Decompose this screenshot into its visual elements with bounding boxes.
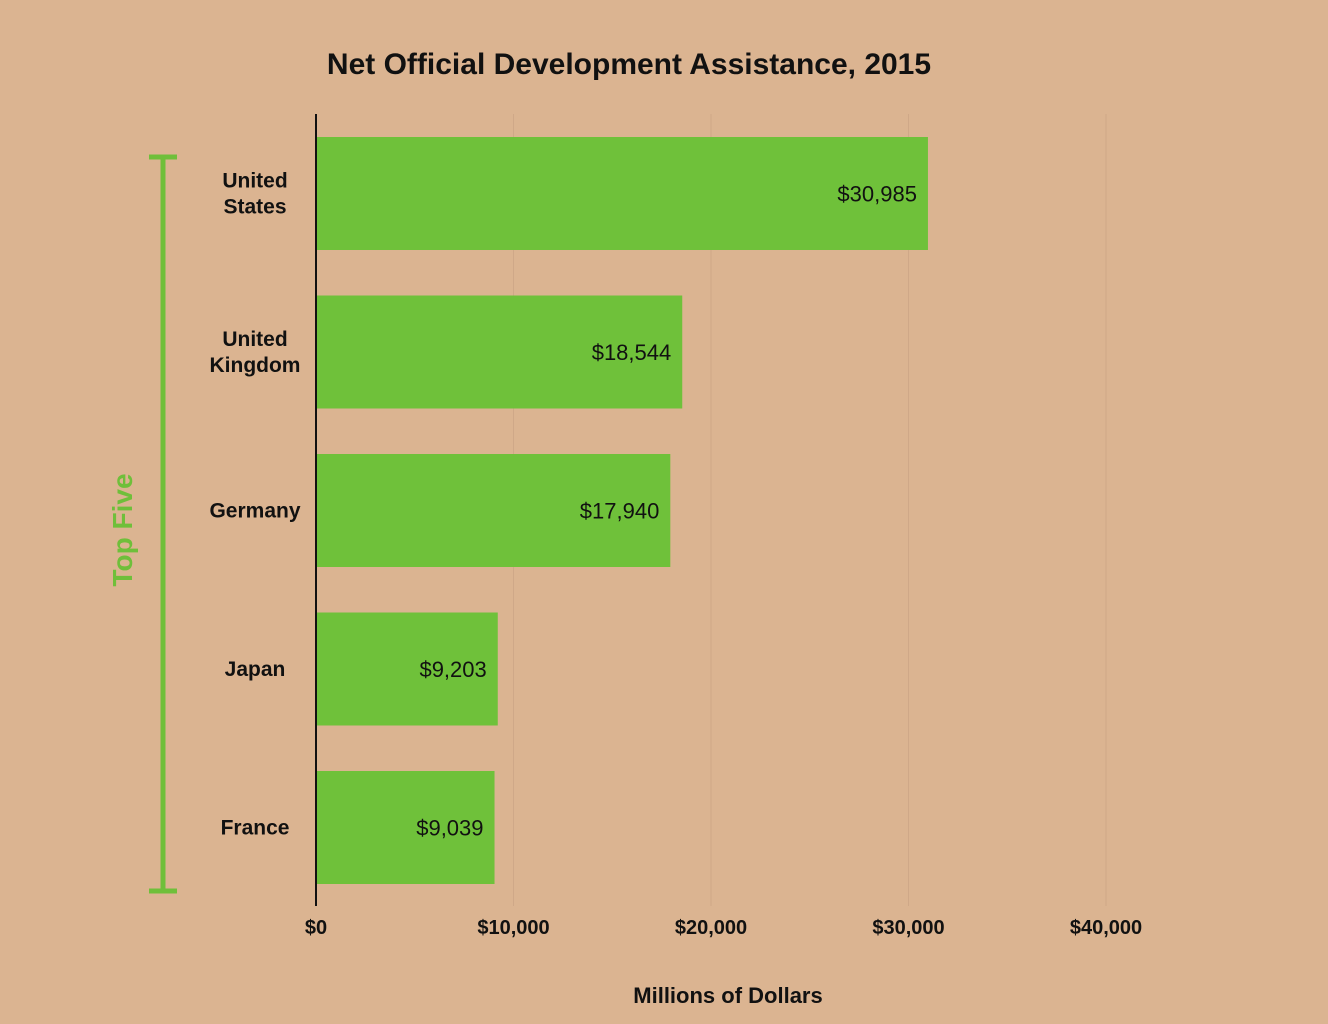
bar-value-label: $9,039 bbox=[416, 816, 483, 841]
category-label: France bbox=[221, 817, 290, 840]
category-label-line: States bbox=[223, 196, 286, 219]
bar-value-label: $17,940 bbox=[580, 499, 660, 524]
category-label-line: Japan bbox=[225, 658, 286, 681]
value-labels-layer: $30,985 $18,544 $17,940 $9,203 $9,039 bbox=[416, 182, 917, 841]
category-label: United States bbox=[222, 170, 287, 219]
x-tick-label: $20,000 bbox=[675, 917, 747, 939]
category-label: Germany bbox=[209, 500, 300, 523]
group-bracket: Top Five bbox=[107, 154, 177, 894]
category-label: United Kingdom bbox=[210, 328, 301, 377]
bar bbox=[316, 137, 928, 250]
x-tick-labels: $0 $10,000 $20,000 $30,000 $40,000 bbox=[305, 917, 1142, 939]
bar-value-label: $18,544 bbox=[592, 340, 672, 365]
bar bbox=[316, 771, 495, 884]
x-tick-label: $30,000 bbox=[872, 917, 944, 939]
category-label-line: France bbox=[221, 817, 290, 840]
category-label: Japan bbox=[225, 658, 286, 681]
bar bbox=[316, 612, 498, 726]
bar bbox=[316, 295, 683, 409]
category-labels-layer: United States United Kingdom Germany Japan Fra… bbox=[209, 170, 300, 840]
bar-value-label: $30,985 bbox=[837, 182, 917, 207]
category-label-line: United bbox=[222, 170, 287, 193]
x-tick-label: $10,000 bbox=[477, 917, 549, 939]
x-tick-label: $40,000 bbox=[1070, 917, 1142, 939]
x-tick-label: $0 bbox=[305, 917, 327, 939]
x-axis-title: Millions of Dollars bbox=[633, 983, 822, 1008]
category-label-line: Germany bbox=[209, 500, 300, 523]
bars-layer bbox=[316, 137, 928, 884]
bar bbox=[316, 454, 671, 567]
category-label-line: United bbox=[222, 328, 287, 351]
bracket-label: Top Five bbox=[107, 473, 138, 586]
bar-value-label: $9,203 bbox=[419, 657, 486, 682]
chart-title: Net Official Development Assistance, 201… bbox=[327, 48, 931, 81]
category-label-line: Kingdom bbox=[210, 354, 301, 377]
